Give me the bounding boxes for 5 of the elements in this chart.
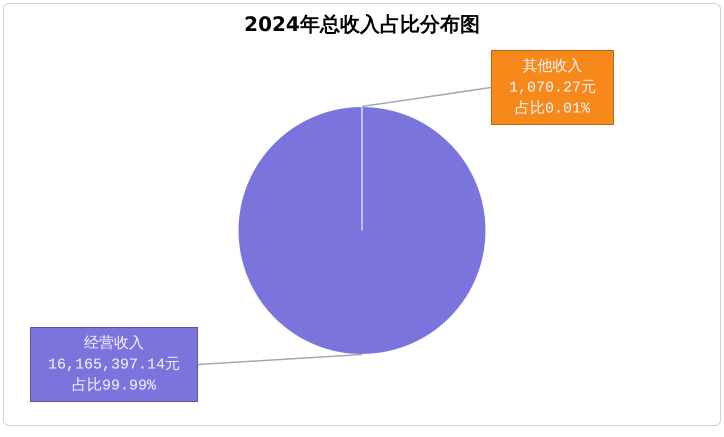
- data-label: 1,070.27元占比0.01%: [508, 79, 596, 118]
- slice-label: 经营收入: [84, 334, 144, 352]
- slice-label: 其他收入: [522, 57, 582, 76]
- chart-title: 2024年总收入占比分布图: [244, 12, 480, 36]
- data-label: 16,165,397.14元占比99.99%: [48, 356, 180, 394]
